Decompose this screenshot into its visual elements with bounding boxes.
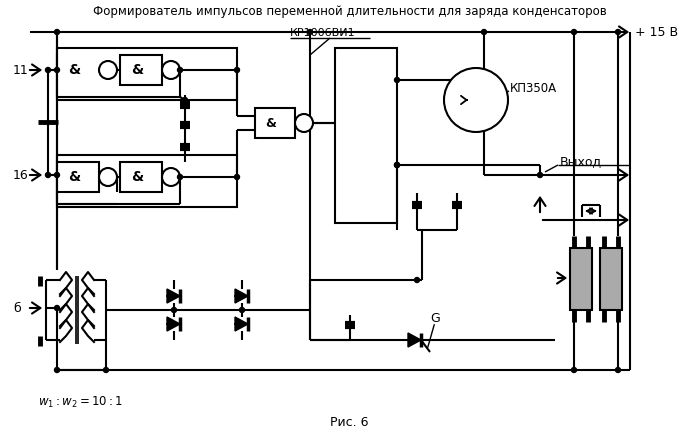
Circle shape [55, 30, 59, 34]
Circle shape [178, 174, 182, 180]
Circle shape [482, 30, 487, 34]
Text: Формирователь импульсов переменной длительности для заряда конденсаторов: Формирователь импульсов переменной длите… [93, 4, 606, 17]
Polygon shape [408, 333, 421, 347]
Circle shape [55, 368, 59, 372]
Circle shape [444, 68, 508, 132]
Text: &: & [266, 116, 276, 129]
Bar [255, 108, 295, 138]
Bar [57, 55, 99, 85]
Polygon shape [235, 289, 248, 303]
Ellipse shape [99, 61, 117, 79]
Polygon shape [235, 317, 248, 331]
Text: &: & [131, 63, 143, 77]
Circle shape [616, 30, 621, 34]
Bar [57, 162, 99, 192]
Circle shape [415, 277, 419, 283]
Circle shape [55, 173, 59, 177]
Bar [57, 48, 237, 100]
Circle shape [45, 68, 50, 72]
Bar [335, 48, 397, 223]
Polygon shape [167, 289, 180, 303]
Bar [57, 155, 237, 207]
Circle shape [240, 307, 245, 313]
Bar [120, 55, 162, 85]
Text: Выход: Выход [560, 156, 602, 168]
Circle shape [45, 173, 50, 177]
Circle shape [234, 174, 240, 180]
Text: &: & [68, 63, 80, 77]
Circle shape [182, 98, 187, 102]
Text: &: & [68, 170, 80, 184]
Bar [570, 248, 592, 310]
Circle shape [394, 78, 400, 82]
Ellipse shape [295, 114, 313, 132]
Circle shape [538, 173, 542, 177]
Circle shape [572, 30, 577, 34]
Text: &: & [131, 170, 143, 184]
Polygon shape [167, 317, 180, 331]
Circle shape [171, 307, 177, 313]
Text: б: б [13, 302, 21, 314]
Circle shape [394, 163, 400, 167]
Text: Рис. 6: Рис. 6 [330, 416, 369, 429]
Circle shape [234, 68, 240, 72]
Ellipse shape [162, 168, 180, 186]
Circle shape [572, 368, 577, 372]
Text: G: G [430, 311, 440, 324]
Circle shape [55, 306, 59, 310]
Text: + 15 В: + 15 В [635, 25, 678, 38]
Text: 11: 11 [13, 64, 29, 76]
Text: $w_1 : w_2 = 10 : 1$: $w_1 : w_2 = 10 : 1$ [38, 395, 123, 409]
Circle shape [103, 368, 108, 372]
Circle shape [55, 68, 59, 72]
Ellipse shape [162, 61, 180, 79]
Bar [120, 162, 162, 192]
Circle shape [394, 163, 400, 167]
Ellipse shape [99, 168, 117, 186]
Text: 16: 16 [13, 168, 29, 181]
Bar [600, 248, 622, 310]
Text: КП350А: КП350А [510, 82, 557, 95]
Circle shape [178, 68, 182, 72]
Circle shape [308, 30, 312, 34]
Text: КР1006ВИ1: КР1006ВИ1 [290, 28, 356, 38]
Circle shape [616, 368, 621, 372]
